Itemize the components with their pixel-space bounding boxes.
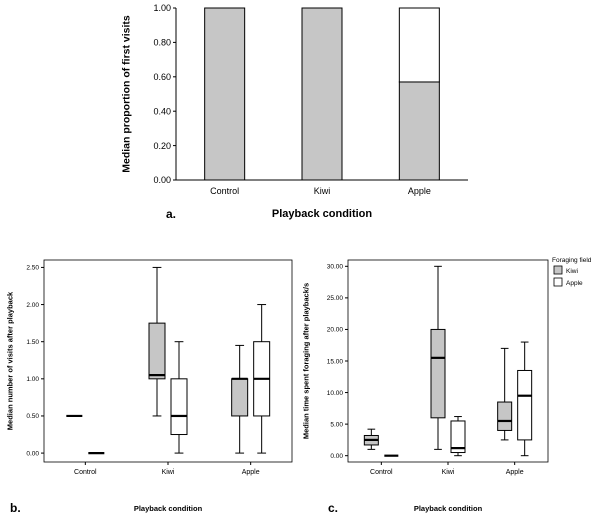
panel-a-plot-area: 0.00 0.20 0.40 0.60 0.80 1.00 Control Kiwi Apple…: [118, 2, 500, 205]
bar-segment-gray: [398, 81, 440, 181]
panel-b-letter: b.: [10, 501, 21, 515]
panel-c-plot-area: 0.00 5.00 10.00 15.00 20.00 25.00 30.00 Control…: [300, 248, 600, 497]
y-tick-label: 30.00: [327, 264, 344, 271]
bar-segment-white: [398, 7, 440, 83]
box: [148, 322, 166, 380]
y-tick-label: 0.60: [153, 72, 171, 82]
panel-a-xaxis-title: Playback condition: [271, 208, 373, 220]
x-category-label: Apple: [408, 186, 431, 196]
panel_a-svg: 0.00 0.20 0.40 0.60 0.80 1.00 Control Kiwi Apple…: [121, 3, 468, 196]
y-tick-label: 2.50: [26, 265, 39, 272]
y-tick-label: 2.00: [26, 302, 39, 309]
y-tick-label: 0.00: [26, 450, 39, 457]
y-tick-label: 0.00: [153, 175, 171, 185]
box: [170, 378, 188, 436]
y-axis-title: Median number of visits after playback: [6, 291, 15, 430]
y-tick-label: 1.00: [153, 3, 171, 13]
panel_b-svg: 0.00 0.50 1.00 1.50 2.00 2.50 Control Kiwi Apple…: [6, 259, 293, 476]
y-tick-label: 1.50: [26, 339, 39, 346]
y-tick-label: 0.40: [153, 106, 171, 116]
y-axis-title: Median time spent foraging after playbac…: [302, 283, 311, 439]
panel-b-caption: b. Playback condition: [4, 497, 300, 516]
y-tick-label: 20.00: [327, 327, 344, 334]
legend-swatch: [553, 277, 563, 287]
legend-title: Foraging field: [552, 257, 592, 264]
x-category-label: Kiwi: [314, 186, 331, 196]
panel-b-xaxis-title: Playback condition: [133, 504, 203, 513]
bar-segment-gray: [301, 7, 343, 181]
box: [231, 378, 249, 417]
x-category-label: Control: [74, 469, 97, 476]
panel-c-letter: c.: [328, 501, 339, 515]
y-tick-label: 10.00: [327, 390, 344, 397]
legend-label: Kiwi: [566, 268, 578, 275]
panel-c-boxplot: 0.00 5.00 10.00 15.00 20.00 25.00 30.00 Control…: [300, 248, 600, 516]
y-tick-label: 0.50: [26, 413, 39, 420]
box: [497, 401, 513, 431]
bar-segment-gray: [204, 7, 246, 181]
panel-c-xaxis-title: Playback condition: [413, 504, 483, 513]
panel-a-caption: a. Playback condition: [118, 205, 500, 227]
x-category-label: Apple: [242, 469, 260, 476]
y-tick-label: 1.00: [26, 376, 39, 383]
box: [517, 369, 533, 441]
y-tick-label: 0.80: [153, 38, 171, 48]
x-category-label: Control: [210, 186, 239, 196]
panel-a-letter: a.: [166, 207, 177, 221]
x-category-label: Control: [370, 469, 393, 476]
panel-b-boxplot: 0.00 0.50 1.00 1.50 2.00 2.50 Control Kiwi Apple…: [4, 248, 300, 516]
box: [430, 328, 446, 419]
panel_c-svg: 0.00 5.00 10.00 15.00 20.00 25.00 30.00 Control…: [302, 257, 592, 476]
panel-b-plot-area: 0.00 0.50 1.00 1.50 2.00 2.50 Control Kiwi Apple…: [4, 248, 300, 497]
y-axis-title: Median proportion of first visits: [121, 15, 133, 173]
x-category-label: Kiwi: [162, 469, 175, 476]
panel-c-caption: c. Playback condition: [300, 497, 600, 516]
x-category-label: Apple: [506, 469, 524, 476]
y-tick-label: 5.00: [330, 421, 343, 428]
y-tick-label: 15.00: [327, 358, 344, 365]
y-tick-label: 25.00: [327, 295, 344, 302]
x-category-label: Kiwi: [442, 469, 455, 476]
legend-label: Apple: [566, 280, 583, 287]
y-tick-label: 0.00: [330, 453, 343, 460]
box: [450, 420, 466, 454]
legend-swatch: [553, 265, 563, 275]
panel-a-bar-chart: 0.00 0.20 0.40 0.60 0.80 1.00 Control Kiwi Apple…: [118, 2, 500, 228]
y-tick-label: 0.20: [153, 141, 171, 151]
